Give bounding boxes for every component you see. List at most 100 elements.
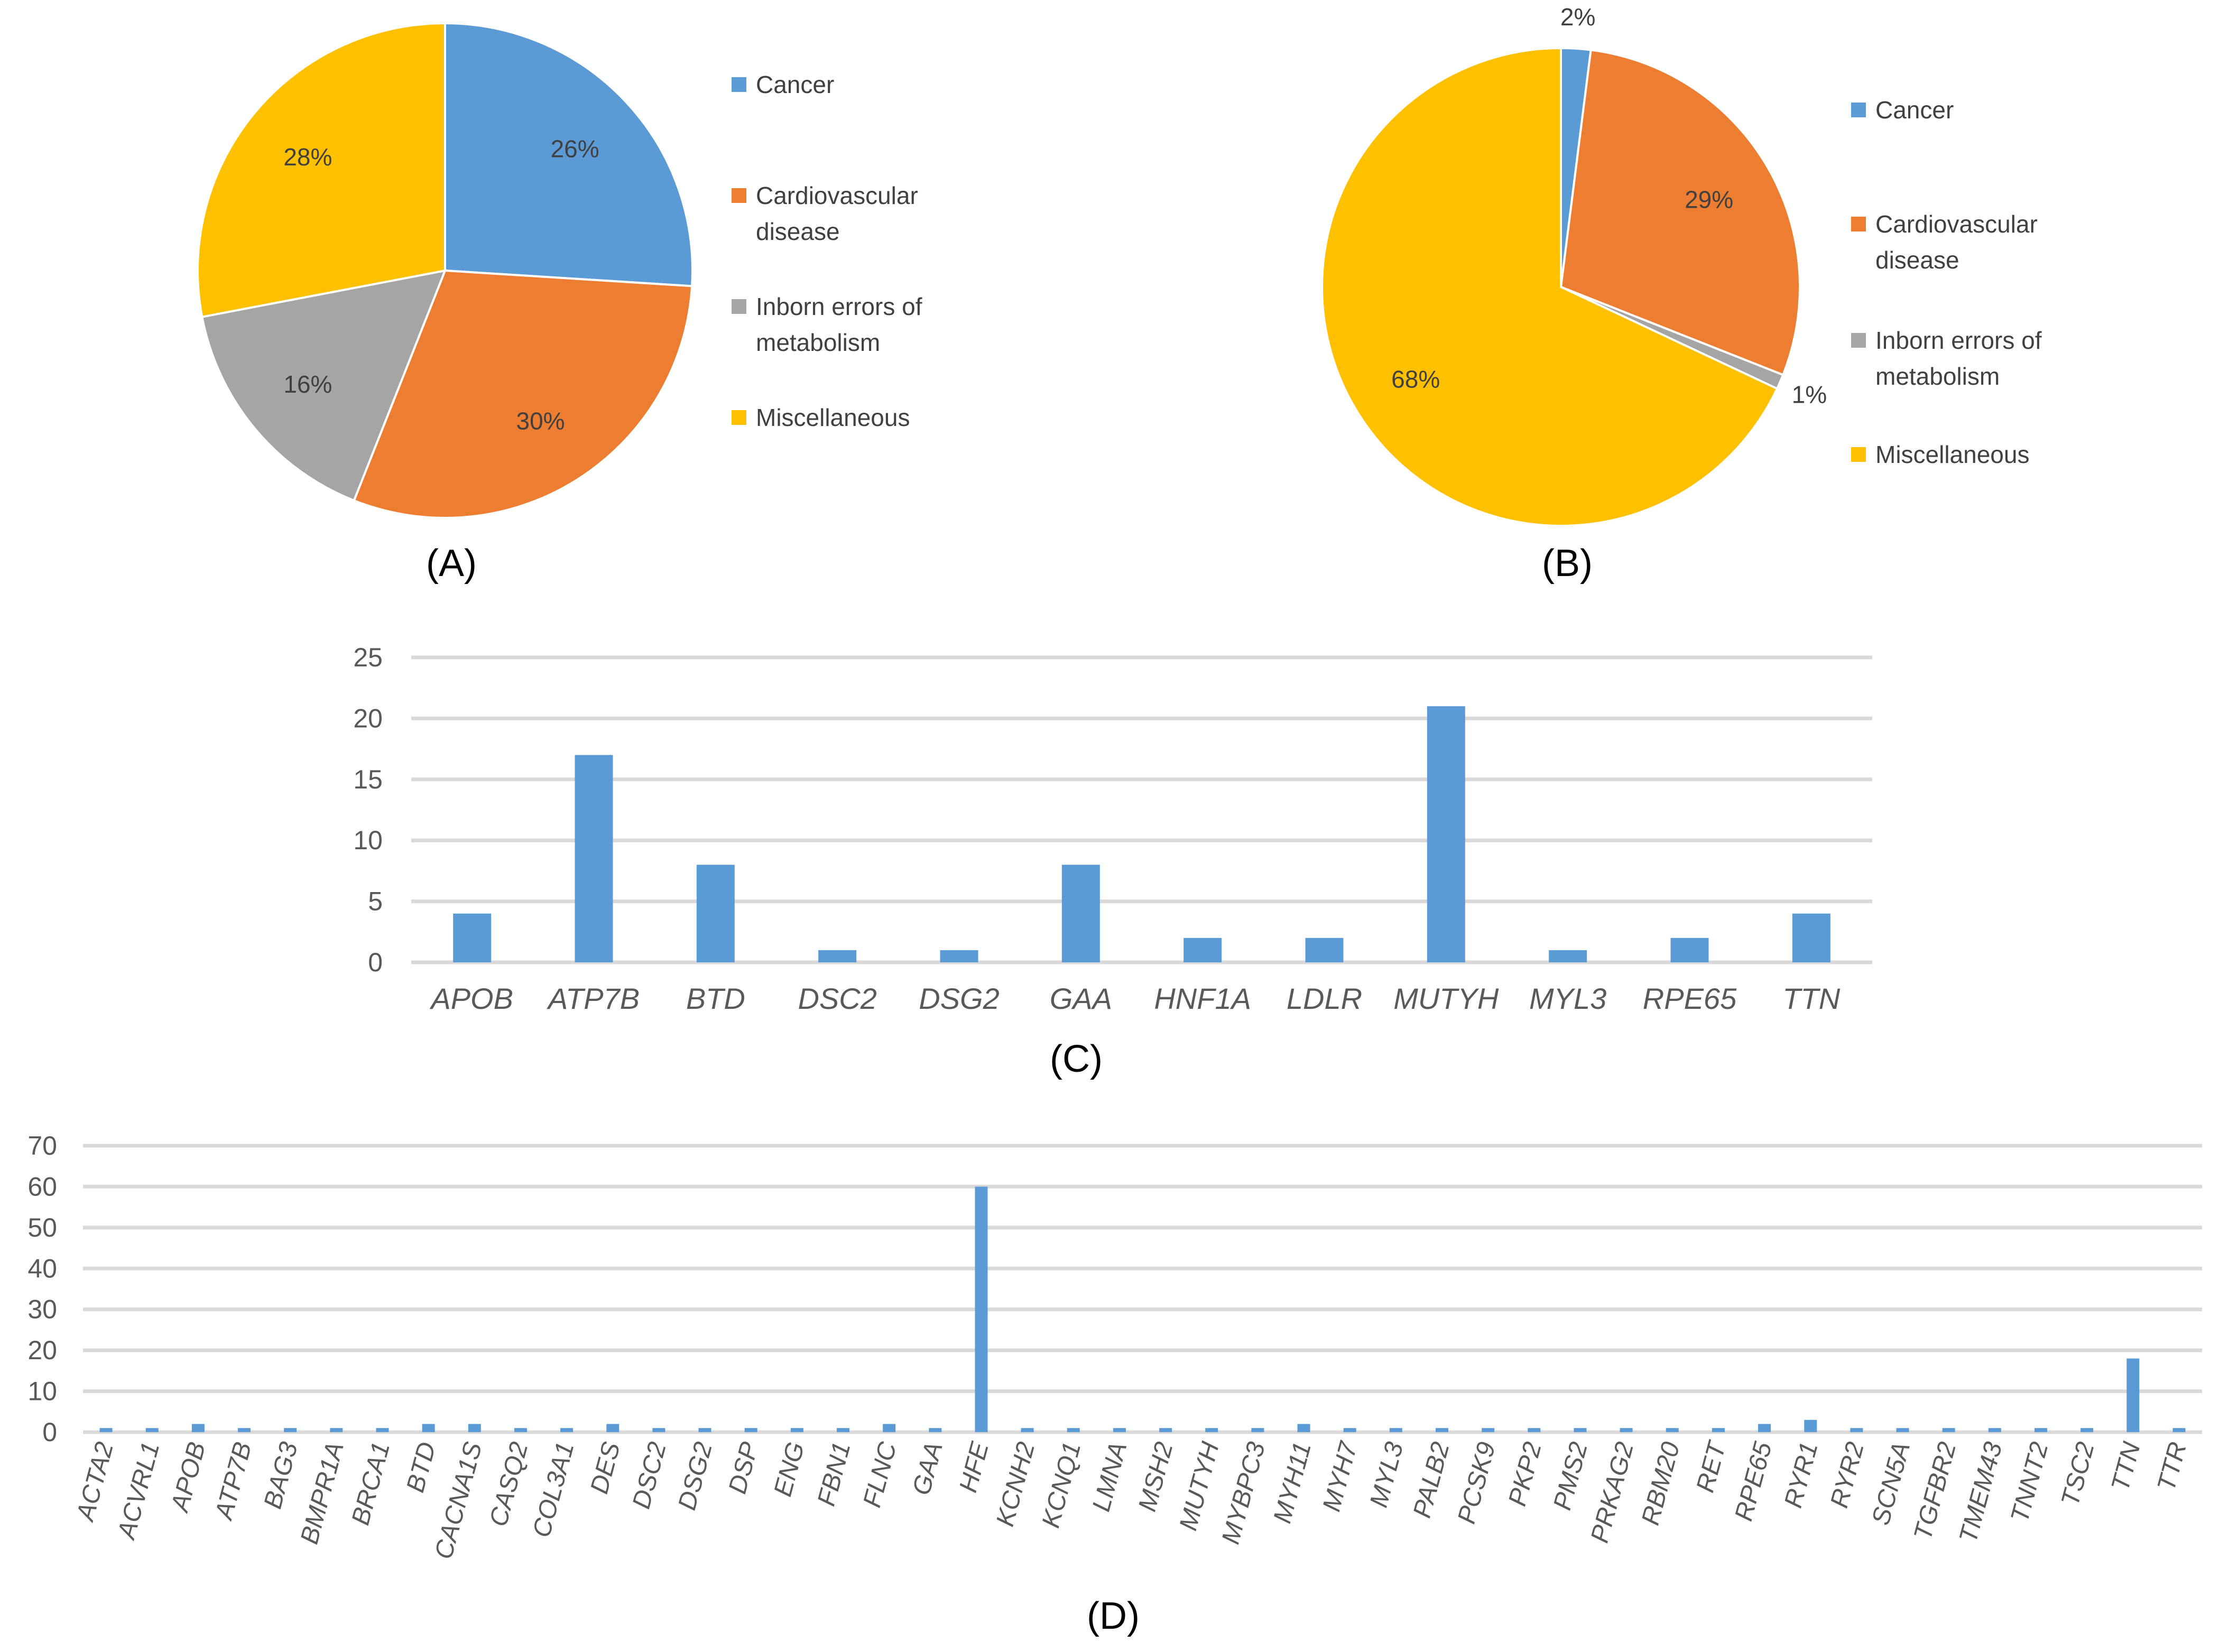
legend-label: Cancer — [756, 71, 834, 98]
bar-eng — [790, 1428, 803, 1432]
x-tick-label: MSH2 — [1133, 1439, 1179, 1515]
bar-des — [606, 1424, 620, 1432]
legend-swatch-cancer — [1851, 103, 1866, 117]
pie-slice-cardiovascular — [353, 269, 694, 519]
slice-percent-label: 16% — [283, 370, 332, 398]
legend-label: Inborn errors of — [1875, 327, 2042, 354]
x-tick-label: RPE65 — [1643, 982, 1737, 1015]
bar-ret — [1712, 1428, 1725, 1432]
x-tick-label: PKP2 — [1503, 1439, 1547, 1509]
bar-pms2 — [1574, 1428, 1587, 1432]
legend-label: Cardiovascular — [1875, 210, 2038, 238]
x-tick-label: RYR1 — [1779, 1439, 1824, 1511]
bar-apob — [191, 1424, 205, 1432]
bar-bmpr1a — [330, 1428, 343, 1432]
legend-label: Miscellaneous — [1875, 441, 2029, 468]
legend-label: Cardiovascular — [756, 182, 918, 209]
x-tick-label: RBM20 — [1636, 1439, 1686, 1528]
pie-slice-cardiovascular — [1559, 49, 1801, 376]
x-tick-label: BAG3 — [258, 1439, 303, 1512]
x-tick-label: HFE — [954, 1438, 994, 1495]
x-tick-label: SCN5A — [1867, 1439, 1916, 1528]
bar-hfe — [975, 1186, 988, 1432]
bar-ttn — [2126, 1358, 2140, 1432]
bar-chart-c: 0 5 10 15 20 25 APOB ATP7B BTD DSC2 DSG2 GAA HNF1A LD… — [353, 643, 1872, 1080]
legend-label: disease — [756, 218, 840, 245]
y-tick-label: 0 — [42, 1417, 57, 1447]
x-tick-label: FLNC — [858, 1439, 902, 1510]
x-tick-label: MYH7 — [1318, 1438, 1363, 1515]
x-tick-label: MYH11 — [1268, 1439, 1317, 1526]
x-tick-label: LDLR — [1287, 982, 1362, 1015]
y-tick-label: 70 — [27, 1131, 57, 1161]
legend-swatch-cardiovascular — [732, 188, 746, 203]
x-tick-label: APOB — [429, 982, 513, 1015]
slice-percent-label: 26% — [551, 135, 599, 162]
slice-percent-label: 68% — [1391, 365, 1440, 393]
x-tick-label: RPE65 — [1730, 1439, 1778, 1524]
pie-chart-a: 26% 30% 16% 28% Cancer Cardiovascular disease I… — [197, 22, 922, 584]
bar-rbm20 — [1666, 1428, 1679, 1432]
bar-col3a1 — [560, 1428, 574, 1432]
x-tick-label: DSC2 — [627, 1439, 672, 1511]
legend-swatch-cancer — [732, 77, 746, 92]
x-tick-label: BTD — [686, 982, 745, 1015]
x-tick-label: MUTYH — [1174, 1439, 1224, 1534]
bar-fbn1 — [837, 1428, 850, 1432]
legend-label: Inborn errors of — [756, 293, 922, 320]
x-tick-label: DSG2 — [673, 1439, 718, 1513]
bar-ttr — [2172, 1428, 2186, 1432]
panel-label: (D) — [1087, 1595, 1140, 1637]
bar-mutyh — [1205, 1428, 1218, 1432]
y-tick-label: 40 — [27, 1254, 57, 1283]
y-tick-label: 0 — [368, 948, 383, 977]
x-tick-label: TMEM43 — [1954, 1439, 2008, 1546]
legend-label: Cancer — [1875, 96, 1954, 124]
pie-slice-misc — [1321, 47, 1779, 527]
slice-percent-label: 28% — [283, 143, 332, 171]
x-tick-label: PALB2 — [1408, 1439, 1455, 1521]
bar-bag3 — [284, 1428, 297, 1432]
pie-chart-b: 2% 29% 1% 68% Cancer Cardiovascular disease Inb… — [1321, 3, 2042, 584]
x-tick-label: DSC2 — [798, 982, 876, 1015]
bar-kcnh2 — [1021, 1428, 1034, 1432]
bar-apob — [453, 913, 492, 962]
bar-tmem43 — [1988, 1428, 2001, 1432]
bar-ryr1 — [1804, 1419, 1817, 1432]
legend-label: metabolism — [1875, 363, 2000, 390]
x-tick-label: TNNT2 — [2005, 1439, 2054, 1525]
legend-label: Miscellaneous — [756, 404, 910, 431]
y-tick-label: 10 — [353, 825, 383, 855]
bar-kcnq1 — [1067, 1428, 1080, 1432]
bar-ldlr — [1305, 938, 1344, 962]
pie-slice-inborn — [200, 269, 447, 502]
x-tick-label: TGFBR2 — [1909, 1439, 1962, 1543]
legend-swatch-inborn — [732, 299, 746, 314]
x-tick-label: MYL3 — [1529, 982, 1606, 1015]
bar-dsc2 — [818, 950, 857, 962]
bar-tnnt2 — [2034, 1428, 2047, 1432]
x-tick-label: RET — [1691, 1437, 1732, 1496]
bar-hnf1a — [1184, 938, 1222, 962]
bar-lmna — [1113, 1428, 1126, 1432]
bar-gaa — [1061, 865, 1100, 962]
x-tick-label: ACVRL1 — [112, 1439, 165, 1543]
x-tick-label: KCNH2 — [991, 1439, 1040, 1529]
bar-cacna1s — [468, 1424, 481, 1432]
x-tick-label: ATP7B — [209, 1439, 257, 1524]
bar-palb2 — [1435, 1428, 1448, 1432]
y-tick-label: 5 — [368, 887, 383, 916]
x-tick-label: FBN1 — [812, 1439, 856, 1509]
x-tick-label: MYBPC3 — [1217, 1439, 1271, 1547]
x-tick-label: GAA — [908, 1439, 948, 1498]
legend-swatch-misc — [1851, 447, 1866, 462]
slice-percent-label: 30% — [516, 407, 565, 435]
legend-swatch-inborn — [1851, 333, 1866, 348]
bar-ryr2 — [1850, 1428, 1863, 1432]
bar-mutyh — [1427, 706, 1465, 962]
bar-gaa — [929, 1428, 942, 1432]
bar-myl3 — [1389, 1428, 1402, 1432]
bar-btd — [422, 1424, 435, 1432]
y-tick-label: 30 — [27, 1295, 57, 1324]
bar-ttn — [1792, 913, 1830, 962]
